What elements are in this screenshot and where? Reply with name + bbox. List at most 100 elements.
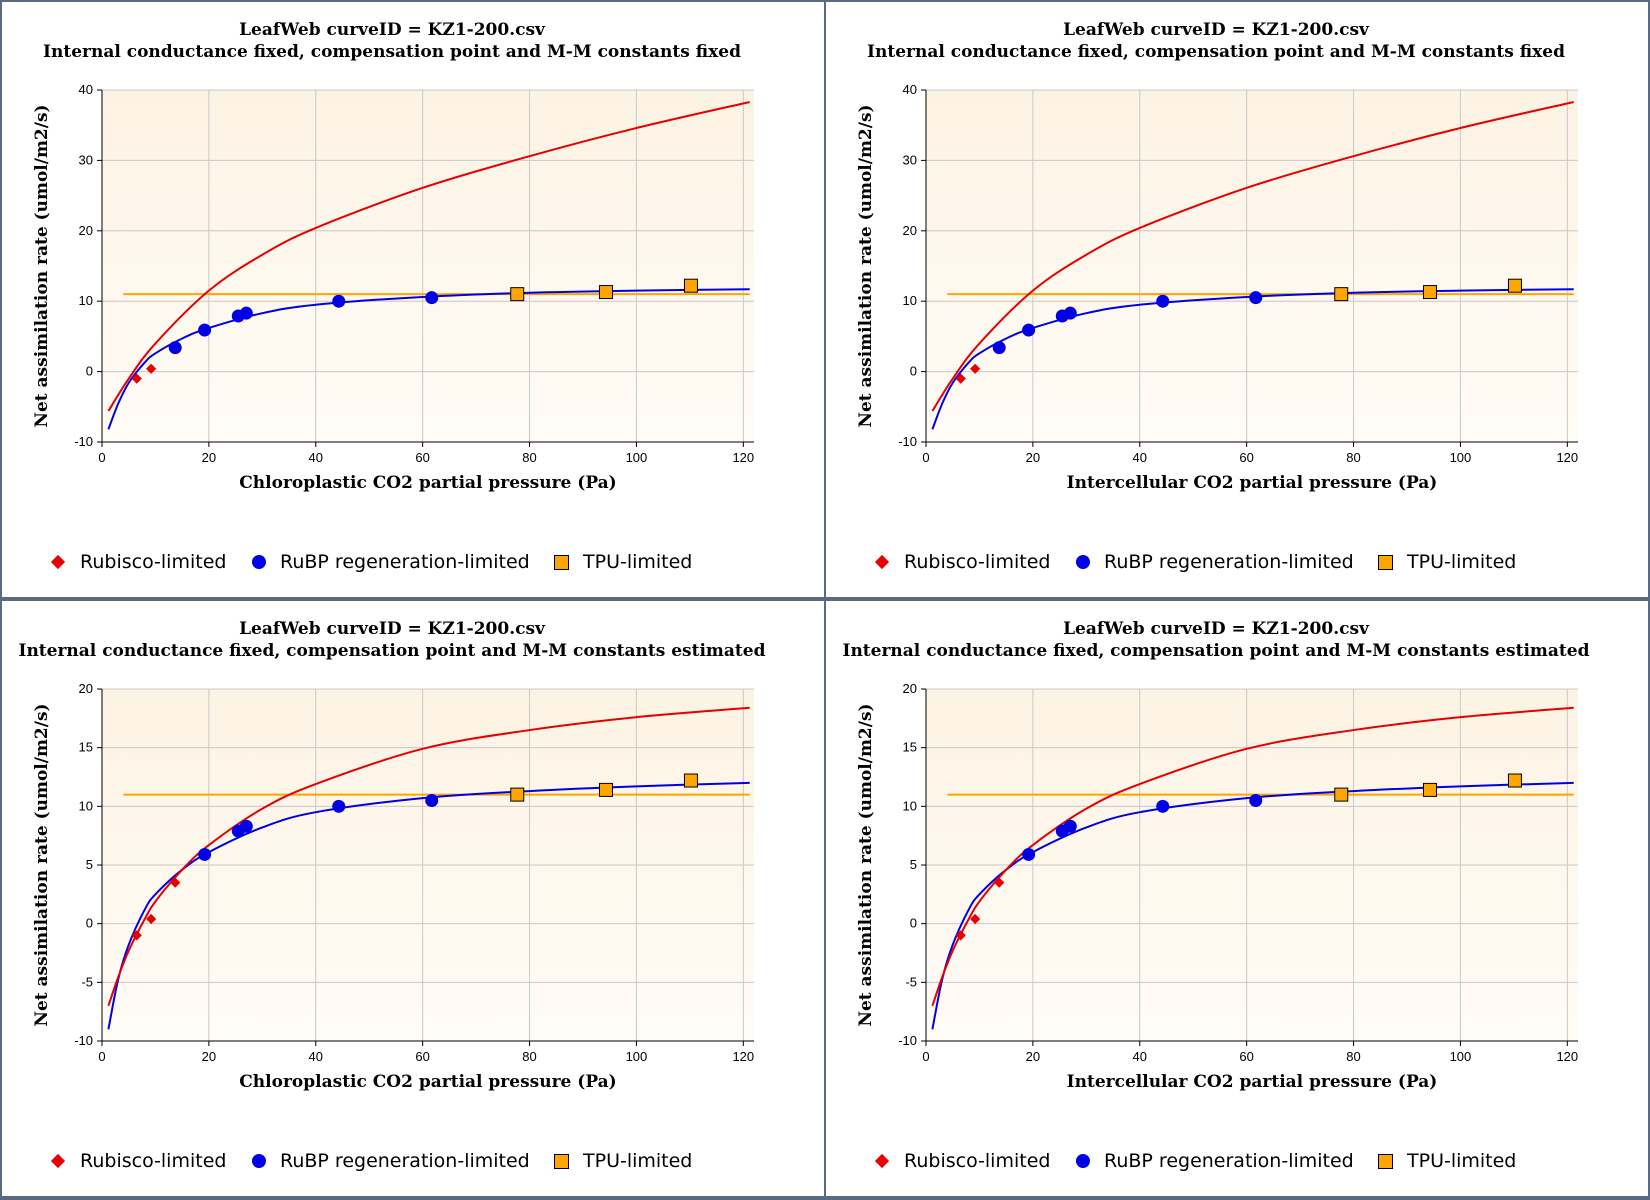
rubp-point	[1063, 819, 1077, 833]
legend-label-rubisco: Rubisco-limited	[904, 1150, 1051, 1172]
y-axis-label: Net assimilation rate (umol/m2/s)	[32, 703, 52, 1026]
chart-title: LeafWeb curveID = KZ1-200.csv	[239, 20, 546, 40]
x-tick-label: 120	[1556, 1049, 1578, 1064]
x-tick-label: 20	[1026, 450, 1040, 465]
y-tick-label: -10	[898, 1033, 917, 1048]
x-tick-label: 20	[202, 450, 216, 465]
tpu-point	[1334, 287, 1349, 302]
rubisco-point	[131, 930, 142, 941]
tpu-point	[510, 787, 525, 802]
chart-title: LeafWeb curveID = KZ1-200.csv	[1063, 20, 1370, 40]
legend-item-tpu: TPU-limited	[1378, 1146, 1516, 1176]
chart-subtitle: Internal conductance fixed, compensation…	[843, 641, 1590, 661]
legend-label-rubp: RuBP regeneration-limited	[280, 551, 530, 573]
chart-2-legend: Rubisco-limited RuBP regeneration-limite…	[826, 547, 1648, 577]
legend-label-tpu: TPU-limited	[583, 1150, 693, 1172]
tpu-point	[1334, 787, 1349, 802]
x-tick-label: 60	[1239, 1049, 1253, 1064]
x-tick-label: 100	[626, 1049, 648, 1064]
y-tick-label: 30	[903, 152, 917, 167]
rubp-point	[1156, 294, 1170, 308]
legend-label-tpu: TPU-limited	[583, 551, 693, 573]
y-tick-label: 0	[86, 916, 93, 931]
legend-label-rubp: RuBP regeneration-limited	[1104, 1150, 1354, 1172]
rubp-point	[425, 291, 439, 305]
chart-title: LeafWeb curveID = KZ1-200.csv	[1063, 619, 1370, 639]
legend-label-rubp: RuBP regeneration-limited	[280, 1150, 530, 1172]
x-tick-label: 20	[202, 1049, 216, 1064]
x-tick-label: 60	[415, 1049, 429, 1064]
y-axis-label: Net assimilation rate (umol/m2/s)	[856, 104, 876, 427]
x-tick-label: 80	[522, 450, 536, 465]
legend-label-tpu: TPU-limited	[1407, 1150, 1517, 1172]
chart-panel-3: LeafWeb curveID = KZ1-200.csv Internal co…	[2, 601, 824, 1196]
x-tick-label: 40	[309, 1049, 323, 1064]
legend-label-rubisco: Rubisco-limited	[904, 551, 1051, 573]
legend-item-rubisco: Rubisco-limited	[874, 1146, 1050, 1176]
x-tick-label: 0	[98, 1049, 105, 1064]
rubp-point	[1249, 291, 1263, 305]
x-axis-label: Intercellular CO2 partial pressure (Pa)	[1067, 1072, 1438, 1092]
rubp-point	[1156, 799, 1170, 813]
y-tick-label: 10	[903, 293, 917, 308]
y-tick-label: 0	[910, 364, 917, 379]
legend-item-rubisco: Rubisco-limited	[874, 547, 1050, 577]
chart-panel-1: LeafWeb curveID = KZ1-200.csv Internal co…	[2, 2, 824, 597]
circle-marker-icon	[1076, 1154, 1090, 1168]
tpu-point	[683, 278, 698, 293]
tpu-point	[1422, 285, 1437, 300]
chart-panel-4: LeafWeb curveID = KZ1-200.csv Internal co…	[826, 601, 1648, 1196]
x-tick-label: 80	[1346, 450, 1360, 465]
y-tick-label: 20	[903, 223, 917, 238]
y-tick-label: 20	[903, 681, 917, 696]
x-tick-label: 100	[1450, 1049, 1472, 1064]
y-tick-label: -10	[898, 434, 917, 449]
rubp-point	[1022, 847, 1036, 861]
legend-item-rubisco: Rubisco-limited	[50, 547, 226, 577]
chart-title: LeafWeb curveID = KZ1-200.csv	[239, 619, 546, 639]
rubp-point	[332, 294, 346, 308]
x-tick-label: 100	[626, 450, 648, 465]
square-marker-icon	[554, 1153, 569, 1169]
y-tick-label: 0	[86, 364, 93, 379]
diamond-marker-icon	[50, 1153, 66, 1169]
legend-label-rubisco: Rubisco-limited	[80, 551, 227, 573]
y-tick-label: -10	[74, 1033, 93, 1048]
diamond-marker-icon	[874, 1153, 890, 1169]
y-tick-label: -5	[81, 974, 93, 989]
x-tick-label: 60	[1239, 450, 1253, 465]
chart-4-legend: Rubisco-limited RuBP regeneration-limite…	[826, 1146, 1648, 1176]
legend-item-tpu: TPU-limited	[554, 1146, 692, 1176]
x-tick-label: 0	[922, 1049, 929, 1064]
chart-subtitle: Internal conductance fixed, compensation…	[19, 641, 766, 661]
y-tick-label: -10	[74, 434, 93, 449]
tpu-point	[1422, 782, 1437, 797]
tpu-point	[1507, 773, 1522, 788]
legend-label-rubp: RuBP regeneration-limited	[1104, 551, 1354, 573]
legend-item-tpu: TPU-limited	[554, 547, 692, 577]
x-tick-label: 40	[309, 450, 323, 465]
tpu-point	[1507, 278, 1522, 293]
rubisco-point	[170, 877, 181, 888]
rubp-point	[198, 847, 212, 861]
rubisco-curve	[931, 706, 1574, 1007]
y-tick-label: 40	[79, 82, 93, 97]
legend-item-rubp: RuBP regeneration-limited	[252, 1146, 530, 1176]
diamond-marker-icon	[50, 554, 66, 570]
y-tick-label: 10	[79, 798, 93, 813]
y-tick-label: 0	[910, 916, 917, 931]
chart-subtitle: Internal conductance fixed, compensation…	[43, 42, 741, 62]
chart-subtitle: Internal conductance fixed, compensation…	[867, 42, 1565, 62]
chart-panel-2: LeafWeb curveID = KZ1-200.csv Internal co…	[826, 2, 1648, 597]
circle-marker-icon	[252, 555, 266, 569]
x-axis-label: Intercellular CO2 partial pressure (Pa)	[1067, 473, 1438, 493]
chart-3-legend: Rubisco-limited RuBP regeneration-limite…	[2, 1146, 824, 1176]
y-tick-label: 5	[910, 857, 917, 872]
x-tick-label: 20	[1026, 1049, 1040, 1064]
rubp-point	[239, 306, 253, 320]
diamond-marker-icon	[874, 554, 890, 570]
